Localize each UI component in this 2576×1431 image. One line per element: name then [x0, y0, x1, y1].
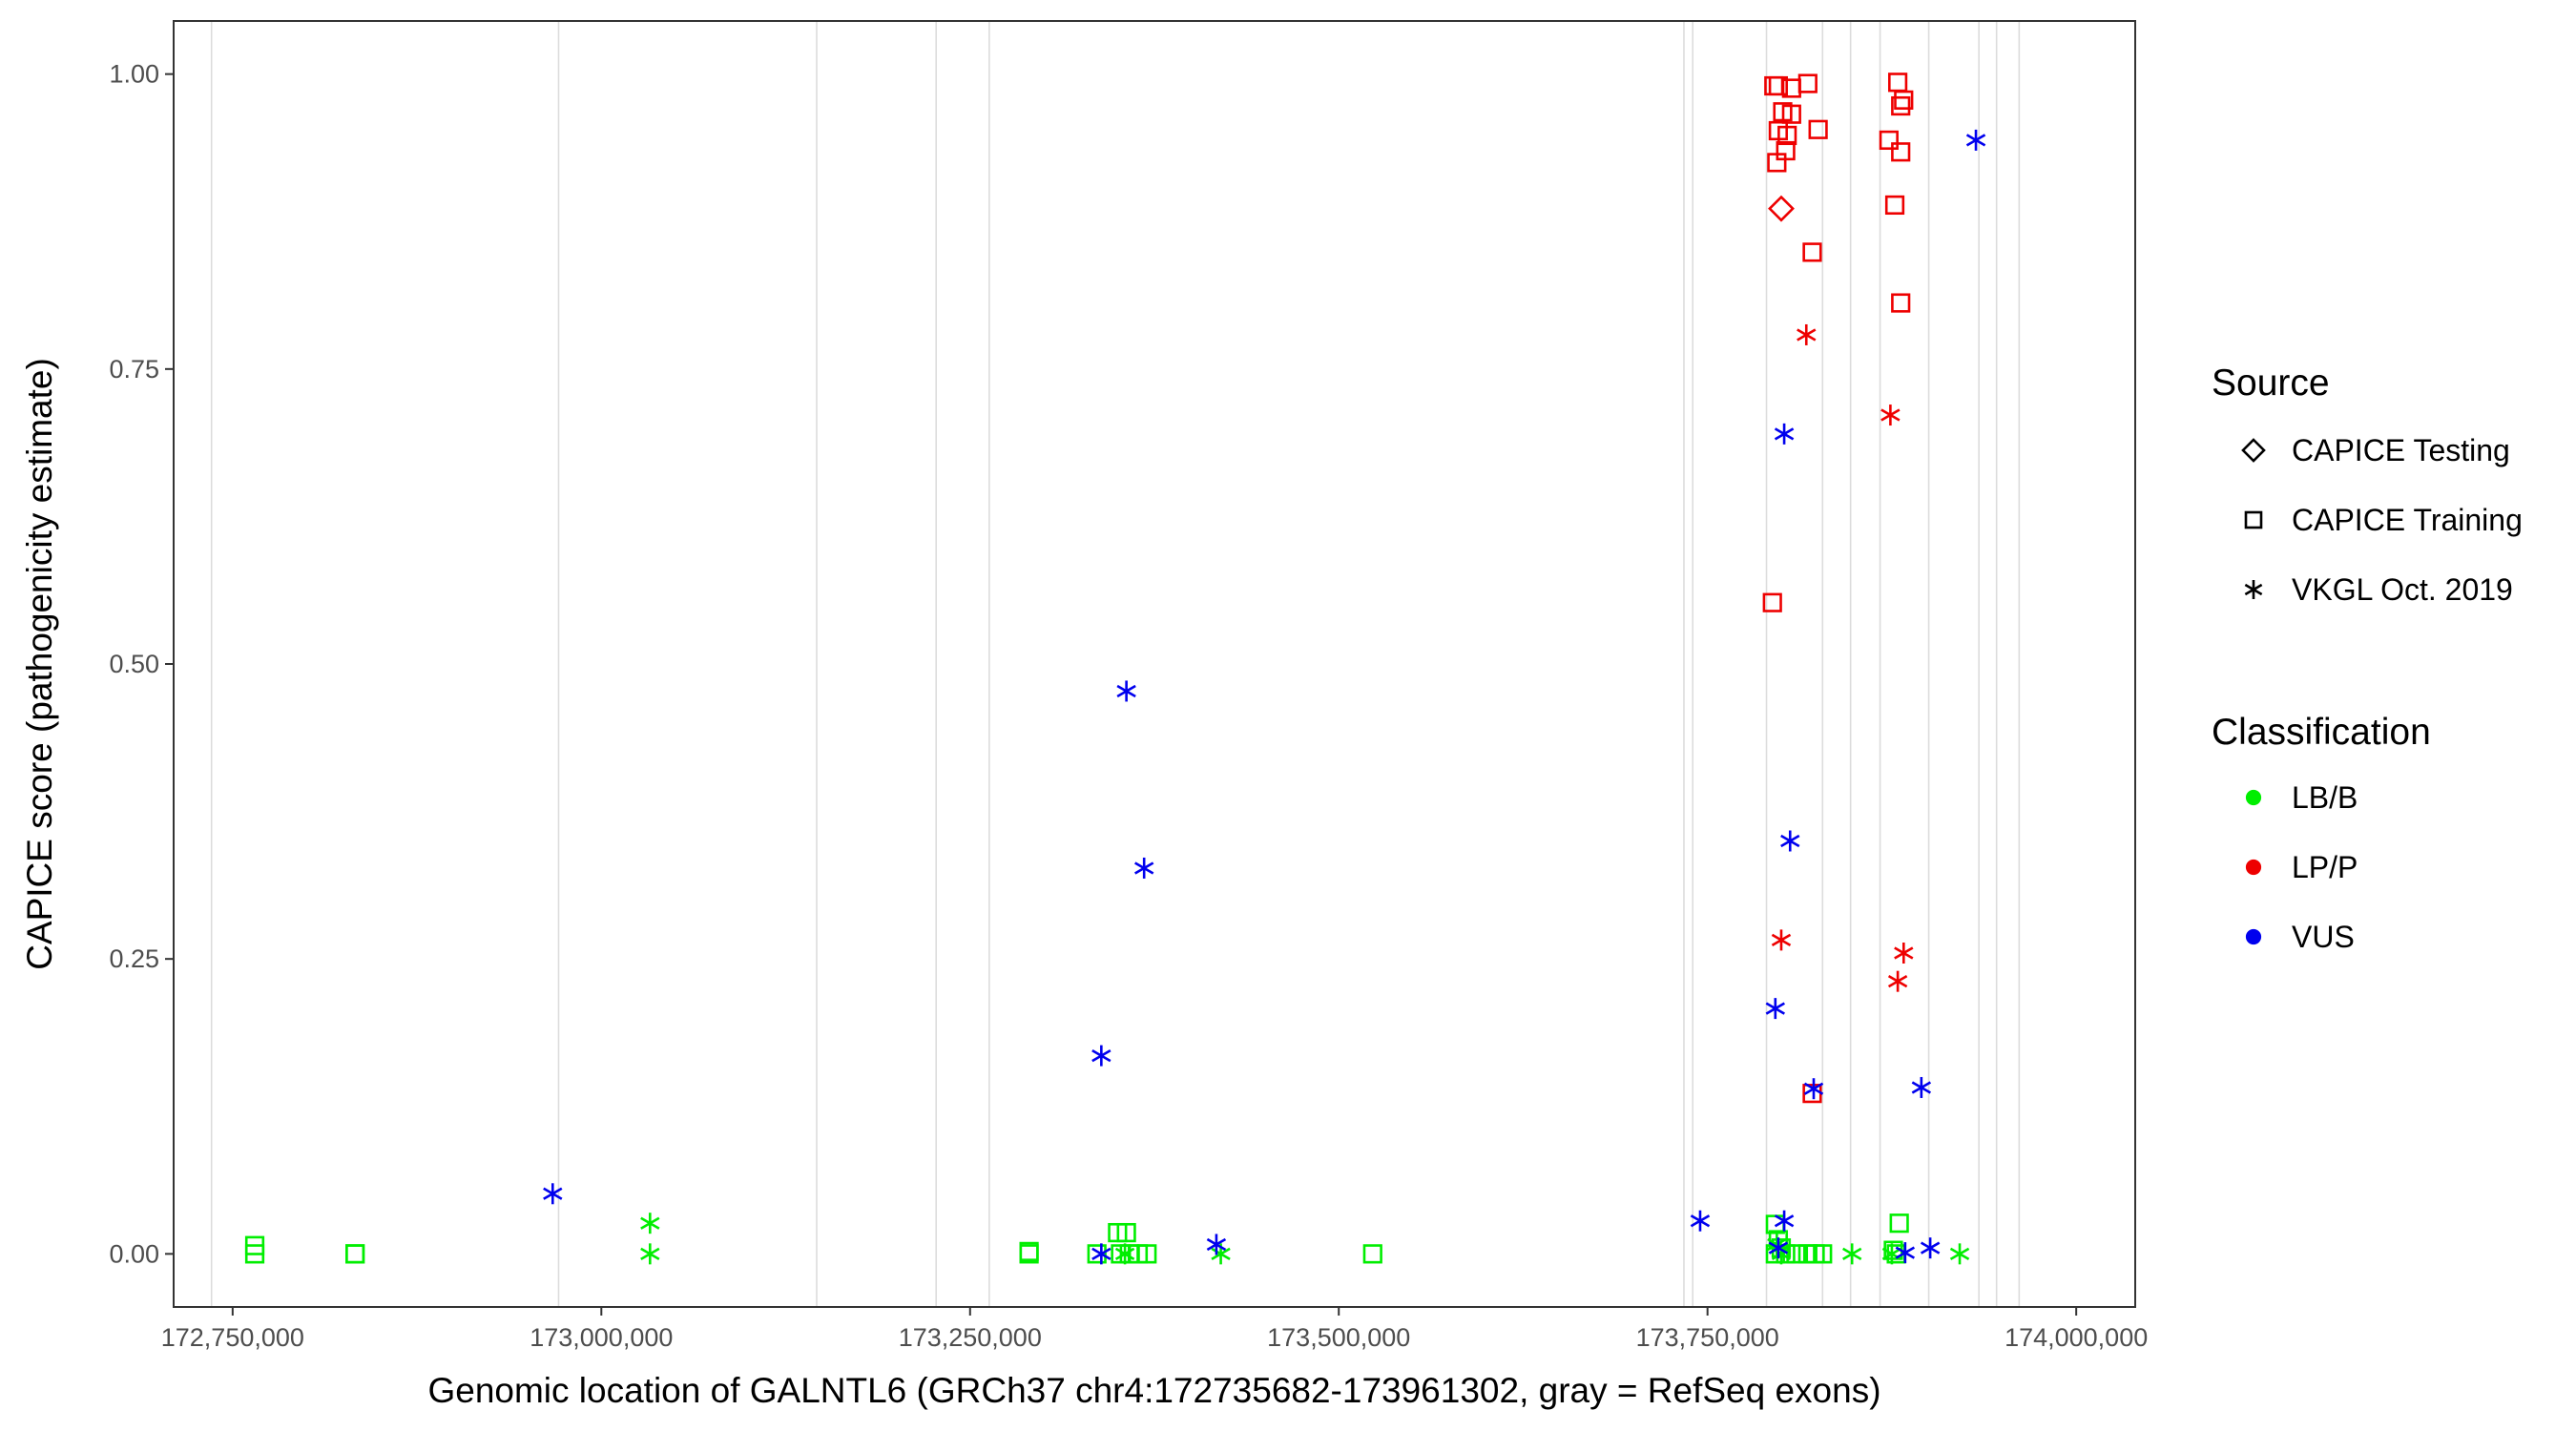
data-point [1765, 998, 1785, 1020]
data-point [1116, 1222, 1136, 1243]
data-point [1774, 1210, 1795, 1232]
data-point [1884, 195, 1905, 216]
x-tick-label: 173,750,000 [1636, 1323, 1779, 1352]
y-tick-label: 0.00 [109, 1239, 159, 1268]
data-point [1887, 970, 1908, 992]
data-point [1690, 1210, 1711, 1232]
data-point [1137, 1244, 1157, 1264]
data-point [1786, 1244, 1806, 1264]
x-axis-title: Genomic location of GALNTL6 (GRCh37 chr4… [427, 1371, 1880, 1410]
data-point [1808, 119, 1828, 139]
legend-class-key [2245, 859, 2262, 876]
legend-source-key [2244, 510, 2263, 529]
data-point [1802, 242, 1822, 262]
y-tick-label: 1.00 [109, 60, 159, 89]
legend-source-key [2241, 438, 2266, 463]
legend: Source CAPICE Testing CAPICE Training VKGL … [2212, 363, 2523, 954]
legend-class-label: LP/P [2292, 850, 2358, 884]
data-point [1774, 423, 1795, 445]
y-axis-title: CAPICE score (pathogenicity estimate) [20, 358, 59, 970]
legend-source-title: Source [2212, 363, 2330, 404]
data-point [640, 1243, 660, 1265]
data-point [1087, 1244, 1107, 1264]
x-tick-label: 173,500,000 [1267, 1323, 1410, 1352]
data-point [1134, 857, 1154, 879]
data-point [1768, 1237, 1789, 1259]
x-tick-label: 172,750,000 [161, 1323, 304, 1352]
data-point [1797, 323, 1817, 345]
x-tick-label: 173,250,000 [899, 1323, 1042, 1352]
x-tick-label: 173,000,000 [530, 1323, 673, 1352]
data-point [1894, 90, 1914, 110]
data-point [1206, 1234, 1227, 1255]
data-point [1362, 1244, 1382, 1264]
data-point [1949, 1243, 1970, 1265]
data-point [1091, 1243, 1111, 1265]
legend-class-key [2245, 789, 2262, 806]
data-point [345, 1244, 365, 1264]
legend-class-label: VUS [2292, 920, 2355, 954]
data-point [1880, 404, 1901, 426]
legend-source-label: CAPICE Training [2292, 503, 2523, 537]
data-point [1781, 104, 1801, 124]
data-point [1911, 1076, 1932, 1098]
legend-class-label: LB/B [2292, 780, 2358, 815]
data-point [1891, 95, 1911, 116]
data-point [1771, 929, 1792, 951]
data-point [543, 1183, 563, 1205]
data-point [1891, 142, 1911, 162]
x-tick-label: 174,000,000 [2005, 1323, 2148, 1352]
legend-source-label: VKGL Oct. 2019 [2292, 572, 2513, 607]
data-point [1803, 1078, 1824, 1100]
data-point [1895, 1242, 1916, 1264]
data-point [1965, 129, 1986, 151]
data-point [1920, 1237, 1941, 1259]
legend-source-label: CAPICE Testing [2292, 433, 2510, 467]
exon-lines [210, 21, 2021, 1307]
data-point [1780, 830, 1800, 852]
y-tick-label: 0.25 [109, 944, 159, 973]
data-point [1762, 592, 1782, 612]
data-point [1894, 942, 1914, 964]
data-point [244, 1244, 265, 1264]
data-point [1768, 195, 1795, 222]
x-axis: 172,750,000 173,000,000 173,250,000 173,500… [161, 1307, 2148, 1352]
data-point [1114, 1243, 1135, 1265]
y-tick-label: 0.75 [109, 355, 159, 384]
y-axis: 0.00 0.25 0.50 0.75 1.00 [109, 60, 174, 1268]
data-point [1777, 125, 1797, 146]
data-point [1891, 293, 1911, 313]
data-point [1767, 153, 1787, 173]
data-point [1768, 75, 1789, 96]
legend-classification-title: Classification [2212, 712, 2431, 753]
data-point [1842, 1243, 1862, 1265]
data-point [1797, 73, 1818, 93]
data-point [640, 1213, 660, 1234]
data-point [1091, 1045, 1111, 1067]
data-point [1813, 1244, 1833, 1264]
legend-source-key [2244, 580, 2263, 599]
data-point [1889, 1213, 1909, 1234]
data-points [244, 73, 1986, 1265]
data-point [1879, 130, 1899, 151]
data-point [1116, 680, 1136, 702]
legend-class-key [2245, 928, 2262, 945]
y-tick-label: 0.50 [109, 650, 159, 678]
data-point [1019, 1244, 1039, 1264]
